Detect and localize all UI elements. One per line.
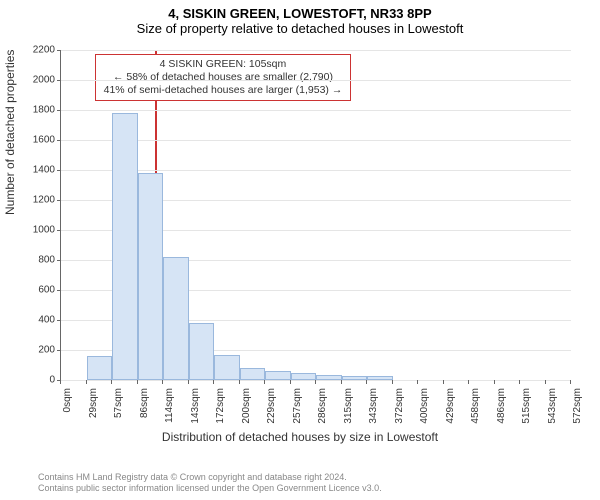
xtick-label: 114sqm	[164, 388, 175, 428]
xtick-label: 372sqm	[394, 388, 405, 428]
xtick-label: 429sqm	[445, 388, 456, 428]
xtick-mark	[290, 380, 291, 384]
histogram-bar	[291, 373, 317, 381]
footer-attribution: Contains HM Land Registry data © Crown c…	[38, 472, 382, 494]
xtick-mark	[60, 380, 61, 384]
ytick-label: 400	[25, 315, 55, 326]
ytick-label: 1600	[25, 135, 55, 146]
ytick-label: 1000	[25, 225, 55, 236]
ytick-mark	[57, 320, 61, 321]
ytick-mark	[57, 200, 61, 201]
xtick-mark	[162, 380, 163, 384]
xtick-mark	[213, 380, 214, 384]
gridline	[61, 110, 571, 111]
xtick-mark	[570, 380, 571, 384]
xtick-label: 543sqm	[547, 388, 558, 428]
ytick-mark	[57, 260, 61, 261]
xtick-label: 458sqm	[470, 388, 481, 428]
ytick-label: 600	[25, 285, 55, 296]
x-axis-label: Distribution of detached houses by size …	[0, 430, 600, 444]
xtick-mark	[239, 380, 240, 384]
xtick-mark	[111, 380, 112, 384]
gridline	[61, 80, 571, 81]
histogram-bar	[138, 173, 164, 380]
ytick-label: 1400	[25, 165, 55, 176]
callout-line1: 4 SISKIN GREEN: 105sqm	[104, 58, 343, 71]
histogram-bar	[342, 376, 368, 381]
ytick-mark	[57, 140, 61, 141]
xtick-mark	[341, 380, 342, 384]
histogram-bar	[87, 356, 113, 380]
ytick-mark	[57, 350, 61, 351]
ytick-mark	[57, 80, 61, 81]
histogram-bar	[316, 375, 342, 380]
xtick-mark	[519, 380, 520, 384]
callout-box: 4 SISKIN GREEN: 105sqm ← 58% of detached…	[95, 54, 352, 101]
callout-line2: ← 58% of detached houses are smaller (2,…	[104, 71, 343, 84]
xtick-mark	[86, 380, 87, 384]
ytick-label: 2200	[25, 45, 55, 56]
xtick-mark	[188, 380, 189, 384]
histogram-bar	[214, 355, 240, 381]
xtick-mark	[264, 380, 265, 384]
y-axis-label: Number of detached properties	[3, 50, 17, 215]
ytick-label: 2000	[25, 75, 55, 86]
xtick-label: 400sqm	[419, 388, 430, 428]
chart-title-address: 4, SISKIN GREEN, LOWESTOFT, NR33 8PP	[0, 0, 600, 21]
xtick-mark	[315, 380, 316, 384]
ytick-mark	[57, 50, 61, 51]
ytick-mark	[57, 290, 61, 291]
xtick-label: 143sqm	[190, 388, 201, 428]
xtick-mark	[443, 380, 444, 384]
histogram-bar	[265, 371, 291, 380]
chart-subtitle: Size of property relative to detached ho…	[0, 21, 600, 40]
gridline	[61, 50, 571, 51]
ytick-mark	[57, 230, 61, 231]
xtick-label: 200sqm	[241, 388, 252, 428]
xtick-label: 0sqm	[62, 388, 73, 428]
xtick-label: 229sqm	[266, 388, 277, 428]
xtick-mark	[137, 380, 138, 384]
xtick-label: 257sqm	[292, 388, 303, 428]
ytick-label: 1800	[25, 105, 55, 116]
xtick-mark	[392, 380, 393, 384]
xtick-label: 515sqm	[521, 388, 532, 428]
gridline	[61, 380, 571, 381]
plot-area: 4 SISKIN GREEN: 105sqm ← 58% of detached…	[60, 50, 571, 381]
xtick-label: 343sqm	[368, 388, 379, 428]
xtick-label: 86sqm	[139, 388, 150, 428]
xtick-mark	[494, 380, 495, 384]
histogram-bar	[112, 113, 138, 380]
ytick-mark	[57, 170, 61, 171]
xtick-mark	[545, 380, 546, 384]
callout-line3: 41% of semi-detached houses are larger (…	[104, 84, 343, 97]
ytick-label: 200	[25, 345, 55, 356]
footer-line2: Contains public sector information licen…	[38, 483, 382, 494]
histogram-bar	[163, 257, 189, 380]
histogram-bar	[189, 323, 215, 380]
gridline	[61, 140, 571, 141]
xtick-label: 57sqm	[113, 388, 124, 428]
ytick-mark	[57, 110, 61, 111]
gridline	[61, 170, 571, 171]
histogram-bar	[367, 376, 393, 380]
xtick-mark	[417, 380, 418, 384]
xtick-label: 286sqm	[317, 388, 328, 428]
xtick-label: 486sqm	[496, 388, 507, 428]
ytick-label: 800	[25, 255, 55, 266]
xtick-mark	[468, 380, 469, 384]
xtick-label: 572sqm	[572, 388, 583, 428]
ytick-label: 0	[25, 375, 55, 386]
ytick-label: 1200	[25, 195, 55, 206]
xtick-mark	[366, 380, 367, 384]
xtick-label: 172sqm	[215, 388, 226, 428]
xtick-label: 315sqm	[343, 388, 354, 428]
histogram-bar	[240, 368, 266, 380]
footer-line1: Contains HM Land Registry data © Crown c…	[38, 472, 382, 483]
xtick-label: 29sqm	[88, 388, 99, 428]
